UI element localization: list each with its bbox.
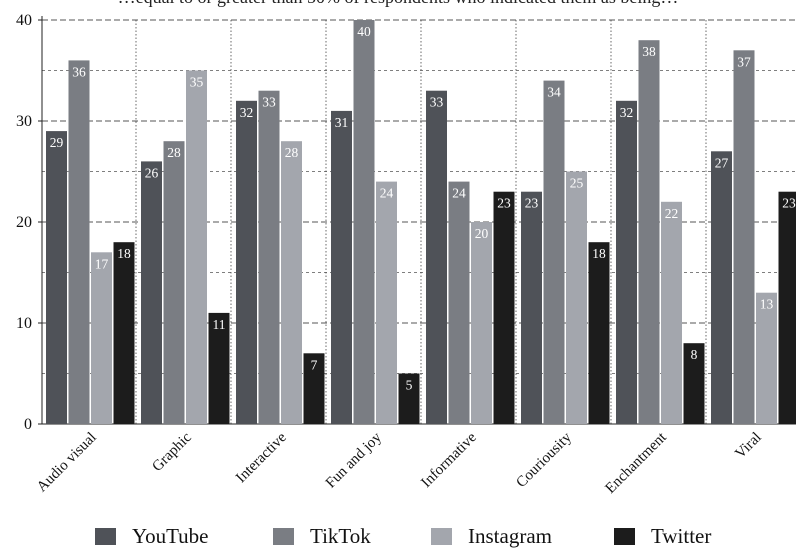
bar bbox=[661, 202, 682, 424]
legend-label: Instagram bbox=[468, 526, 552, 546]
bar-value-label: 27 bbox=[715, 155, 729, 170]
bar-value-label: 17 bbox=[95, 256, 109, 271]
y-tick-label: 40 bbox=[16, 12, 32, 29]
bar-value-label: 28 bbox=[167, 145, 181, 160]
bar bbox=[616, 101, 637, 424]
bar bbox=[779, 192, 796, 424]
bar bbox=[566, 172, 587, 425]
legend-item: Twitter bbox=[614, 526, 711, 546]
y-tick-label: 0 bbox=[24, 416, 32, 433]
bar bbox=[186, 71, 207, 425]
bar bbox=[711, 151, 732, 424]
bar bbox=[734, 50, 755, 424]
bar-value-label: 33 bbox=[262, 95, 276, 110]
bar-value-label: 25 bbox=[570, 176, 584, 191]
bar-value-label: 35 bbox=[190, 75, 204, 90]
bar bbox=[521, 192, 542, 424]
bar-value-label: 40 bbox=[357, 24, 371, 39]
legend-label: TikTok bbox=[310, 526, 371, 546]
legend-item: Instagram bbox=[431, 526, 552, 546]
legend-label: Twitter bbox=[651, 526, 711, 546]
bar bbox=[449, 182, 470, 424]
bar bbox=[91, 252, 112, 424]
legend-label: YouTube bbox=[132, 526, 208, 546]
x-tick-label: Graphic bbox=[149, 429, 195, 475]
x-tick-label: Viral bbox=[732, 430, 764, 462]
bar-value-label: 5 bbox=[406, 378, 413, 393]
x-tick-label: Informative bbox=[418, 429, 480, 491]
legend-swatch bbox=[95, 528, 116, 545]
legend-swatch bbox=[614, 528, 635, 545]
bar bbox=[426, 91, 447, 424]
bar bbox=[376, 182, 397, 424]
bar-value-label: 18 bbox=[592, 246, 606, 261]
bar bbox=[259, 91, 280, 424]
bar-value-label: 20 bbox=[475, 226, 489, 241]
bar-value-label: 22 bbox=[665, 206, 679, 221]
y-tick-label: 20 bbox=[16, 214, 32, 231]
bar-value-label: 36 bbox=[72, 64, 86, 79]
bar-value-label: 29 bbox=[50, 135, 64, 150]
bar-value-label: 11 bbox=[213, 317, 226, 332]
legend-swatch bbox=[273, 528, 294, 545]
bar-value-label: 26 bbox=[145, 165, 159, 180]
x-tick-label: Interactive bbox=[233, 429, 290, 486]
bar-value-label: 18 bbox=[117, 246, 131, 261]
y-tick-label: 30 bbox=[16, 113, 32, 130]
legend-item: TikTok bbox=[273, 526, 371, 546]
bar bbox=[544, 81, 565, 424]
bar bbox=[69, 60, 90, 424]
bar bbox=[471, 222, 492, 424]
bar bbox=[114, 242, 135, 424]
bar-value-label: 8 bbox=[691, 347, 698, 362]
bar bbox=[589, 242, 610, 424]
bar bbox=[639, 40, 660, 424]
bar-value-label: 23 bbox=[525, 196, 539, 211]
bar-value-label: 32 bbox=[620, 105, 634, 120]
bar-value-label: 33 bbox=[430, 95, 444, 110]
bar-value-label: 24 bbox=[452, 186, 466, 201]
bar bbox=[331, 111, 352, 424]
legend-item: YouTube bbox=[95, 526, 208, 546]
bar-value-label: 31 bbox=[335, 115, 349, 130]
bar bbox=[46, 131, 67, 424]
bar-value-label: 24 bbox=[380, 186, 394, 201]
bar-value-label: 38 bbox=[642, 44, 656, 59]
bar-value-label: 23 bbox=[782, 196, 796, 211]
x-tick-label: Enchantment bbox=[603, 429, 671, 497]
y-tick-label: 10 bbox=[16, 315, 32, 332]
bar bbox=[164, 141, 185, 424]
chart-legend: YouTube TikTok Instagram Twitter bbox=[0, 522, 796, 547]
bar bbox=[354, 20, 375, 424]
bar bbox=[756, 293, 777, 424]
bar-chart: 0 10 20 30 40 29 36 17 18 Audio visual 26 28 35 11 Gra… bbox=[0, 0, 796, 522]
bar-value-label: 32 bbox=[240, 105, 254, 120]
bar bbox=[141, 161, 162, 424]
x-tick-label: Fun and joy bbox=[323, 429, 385, 491]
x-tick-label: Audio visual bbox=[34, 430, 100, 496]
bar-value-label: 28 bbox=[285, 145, 299, 160]
bar bbox=[236, 101, 257, 424]
legend-swatch bbox=[431, 528, 452, 545]
bar bbox=[281, 141, 302, 424]
bar-value-label: 7 bbox=[311, 357, 318, 372]
bar-value-label: 37 bbox=[737, 54, 751, 69]
bar-value-label: 23 bbox=[497, 196, 511, 211]
bar bbox=[494, 192, 515, 424]
bar-value-label: 13 bbox=[760, 297, 774, 312]
bar-value-label: 34 bbox=[547, 85, 561, 100]
x-tick-label: Couriousity bbox=[513, 429, 575, 491]
